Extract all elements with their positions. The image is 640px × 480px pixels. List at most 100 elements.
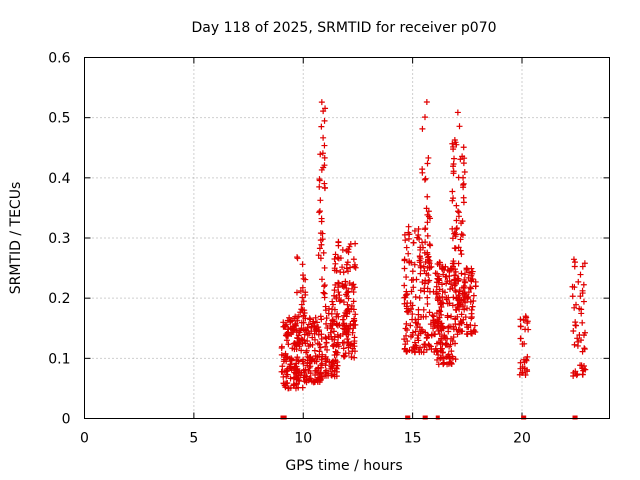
data-point <box>328 310 335 317</box>
data-point <box>517 323 524 330</box>
data-point <box>451 136 458 143</box>
data-point <box>439 293 446 300</box>
data-point <box>424 160 431 167</box>
data-point <box>336 321 343 328</box>
data-point <box>433 283 440 290</box>
data-point <box>317 255 324 262</box>
data-point <box>438 303 445 310</box>
data-point <box>317 230 324 237</box>
data-point <box>299 384 306 391</box>
data-point <box>426 309 433 316</box>
data-point <box>284 354 291 361</box>
data-point <box>415 232 422 239</box>
data-point <box>442 263 449 270</box>
data-point <box>404 327 411 334</box>
data-point <box>409 311 416 318</box>
data-point <box>420 349 427 356</box>
data-point <box>419 169 426 176</box>
y-tick-label: 0.4 <box>48 171 70 187</box>
data-point <box>339 316 346 323</box>
data-point <box>322 334 329 341</box>
data-point <box>424 294 431 301</box>
grid-lines <box>84 57 610 419</box>
data-points <box>278 98 589 420</box>
data-point <box>308 358 315 365</box>
data-point <box>405 250 412 257</box>
data-point <box>422 329 429 336</box>
data-point <box>571 263 578 270</box>
data-point <box>299 294 306 301</box>
data-point <box>468 272 475 279</box>
data-point <box>330 328 337 335</box>
data-point <box>311 330 318 337</box>
data-point <box>316 208 323 215</box>
data-point <box>279 368 286 375</box>
data-point <box>318 99 325 106</box>
data-point <box>425 272 432 279</box>
data-point <box>295 372 302 379</box>
data-point <box>321 264 328 271</box>
data-point <box>446 278 453 285</box>
data-point <box>352 264 359 271</box>
data-point <box>523 357 530 364</box>
x-tick-label: 0 <box>80 431 89 447</box>
data-point <box>321 282 328 289</box>
data-point <box>294 317 301 324</box>
y-axis-label: SRMTID / TECUs <box>8 182 24 295</box>
data-point <box>294 255 301 262</box>
data-point <box>576 332 583 339</box>
data-point <box>318 276 325 283</box>
data-point <box>414 324 421 331</box>
data-point <box>458 220 465 227</box>
data-point <box>434 319 441 326</box>
data-point <box>468 265 475 272</box>
data-point <box>415 306 422 313</box>
data-point <box>422 239 429 246</box>
data-point <box>341 352 348 359</box>
data-point <box>428 263 435 270</box>
data-point <box>304 362 311 369</box>
data-point <box>305 368 312 375</box>
data-point <box>350 306 357 313</box>
data-point <box>283 333 290 340</box>
data-point <box>464 331 471 338</box>
data-point <box>322 362 329 369</box>
data-point <box>320 249 327 256</box>
data-point <box>288 356 295 363</box>
data-point <box>350 325 357 332</box>
data-point <box>452 356 459 363</box>
data-point <box>283 321 290 328</box>
data-point <box>573 372 580 379</box>
data-point <box>461 306 468 313</box>
data-point <box>577 293 584 300</box>
data-point <box>471 322 478 329</box>
data-point <box>449 197 456 204</box>
plot-frame <box>84 57 610 419</box>
data-point <box>323 372 330 379</box>
data-point <box>298 306 305 313</box>
data-point <box>317 313 324 320</box>
data-point <box>436 294 443 301</box>
data-point <box>458 231 465 238</box>
data-point <box>578 310 585 317</box>
data-point <box>463 266 470 273</box>
data-point <box>435 361 442 368</box>
x-tick-label: 15 <box>404 431 422 447</box>
data-point <box>573 322 580 329</box>
data-point <box>414 234 421 241</box>
data-point <box>574 342 581 349</box>
data-point <box>402 292 409 299</box>
data-point <box>445 351 452 358</box>
data-point <box>282 322 289 329</box>
data-point <box>344 268 351 275</box>
data-point <box>577 271 584 278</box>
data-point <box>344 259 351 266</box>
data-point <box>404 338 411 345</box>
data-point <box>579 319 586 326</box>
data-point <box>347 320 354 327</box>
data-point <box>444 335 451 342</box>
data-point <box>425 278 432 285</box>
data-point <box>338 297 345 304</box>
data-point <box>401 256 408 263</box>
data-point <box>333 364 340 371</box>
